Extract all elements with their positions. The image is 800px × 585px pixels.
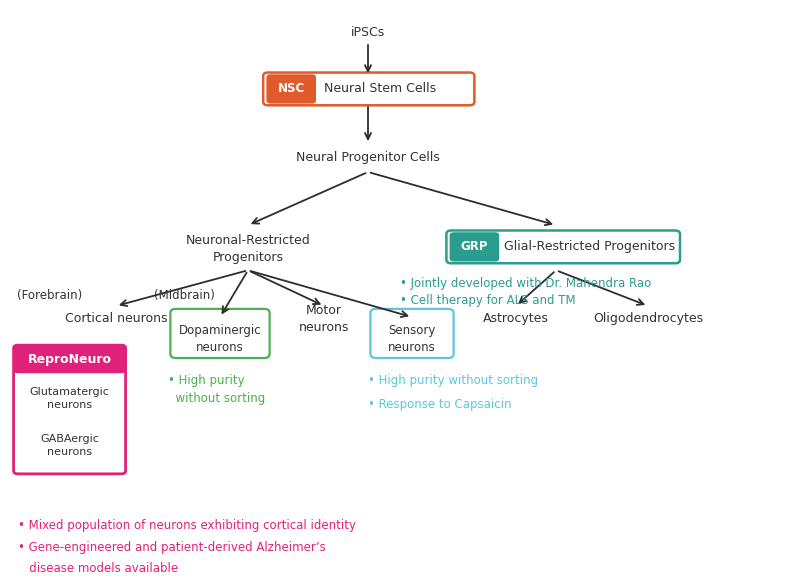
Text: Motor
neurons: Motor neurons — [299, 304, 349, 334]
FancyBboxPatch shape — [170, 309, 270, 358]
Text: • High purity without sorting: • High purity without sorting — [368, 374, 538, 387]
Text: • Response to Capsaicin: • Response to Capsaicin — [368, 398, 511, 411]
FancyBboxPatch shape — [14, 345, 126, 373]
Text: iPSCs: iPSCs — [351, 26, 385, 39]
FancyBboxPatch shape — [450, 232, 499, 261]
Text: Cortical neurons: Cortical neurons — [65, 312, 167, 325]
Text: GABAergic
neurons: GABAergic neurons — [40, 434, 99, 457]
Text: NSC: NSC — [278, 82, 305, 95]
Text: • Jointly developed with Dr. Mahendra Rao: • Jointly developed with Dr. Mahendra Ra… — [400, 277, 651, 290]
Bar — [20, 362, 119, 370]
Text: ReproNeuro: ReproNeuro — [27, 353, 111, 366]
Text: (Midbrain): (Midbrain) — [154, 289, 214, 302]
Text: • Cell therapy for ALS and TM: • Cell therapy for ALS and TM — [400, 294, 576, 307]
Text: Astrocytes: Astrocytes — [483, 312, 549, 325]
FancyBboxPatch shape — [14, 345, 126, 474]
FancyBboxPatch shape — [266, 74, 316, 104]
FancyBboxPatch shape — [263, 73, 474, 105]
Text: Glial-Restricted Progenitors: Glial-Restricted Progenitors — [504, 240, 675, 253]
Text: • Mixed population of neurons exhibiting cortical identity: • Mixed population of neurons exhibiting… — [18, 519, 356, 532]
Text: • High purity
  without sorting: • High purity without sorting — [168, 374, 266, 405]
Text: GRP: GRP — [461, 240, 488, 253]
Text: Neural Progenitor Cells: Neural Progenitor Cells — [296, 152, 440, 164]
Text: Sensory
neurons: Sensory neurons — [388, 324, 436, 355]
Text: • Gene-engineered and patient-derived Alzheimer’s: • Gene-engineered and patient-derived Al… — [18, 541, 326, 553]
Text: Glutamatergic
neurons: Glutamatergic neurons — [30, 387, 110, 410]
Text: Oligodendrocytes: Oligodendrocytes — [593, 312, 703, 325]
Text: disease models available: disease models available — [18, 562, 178, 574]
FancyBboxPatch shape — [446, 230, 680, 263]
Text: Neuronal-Restricted
Progenitors: Neuronal-Restricted Progenitors — [186, 233, 310, 264]
Text: (Forebrain): (Forebrain) — [17, 289, 82, 302]
FancyBboxPatch shape — [370, 309, 454, 358]
Text: Neural Stem Cells: Neural Stem Cells — [324, 82, 436, 95]
Text: Dopaminergic
neurons: Dopaminergic neurons — [178, 324, 262, 355]
